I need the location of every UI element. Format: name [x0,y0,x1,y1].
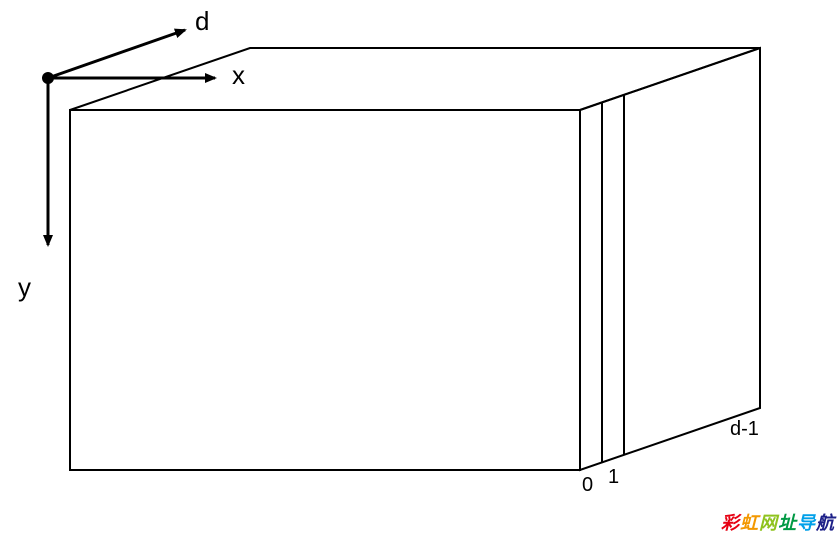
axis-d-label: d [195,6,209,37]
slice-2-bottom [602,455,624,463]
axis-y-label: y [18,272,31,303]
diagram-3d-box: d x y 0 1 d-1 [0,0,837,537]
axis-d-arrow [48,30,185,78]
slice-label-last: d-1 [730,418,759,441]
slice-label-1: 1 [608,466,619,489]
watermark: 彩虹网址导航 [721,509,835,535]
slice-label-0: 0 [582,474,593,497]
slice-1-bottom [580,462,602,470]
box-svg [0,0,837,537]
box-right-face [580,48,760,470]
axis-x-label: x [232,60,245,91]
box-front-face [70,110,580,470]
